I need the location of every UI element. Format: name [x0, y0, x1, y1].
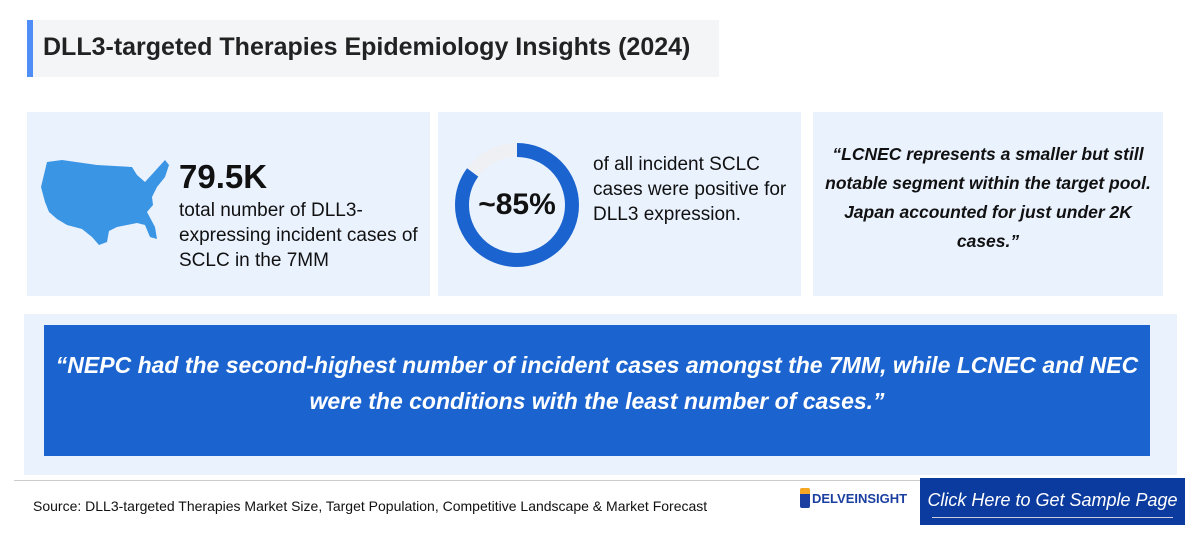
- get-sample-page-button[interactable]: Click Here to Get Sample Page: [920, 478, 1185, 525]
- nepc-quote: “NEPC had the second-highest number of i…: [55, 352, 1139, 414]
- percent-ring: [455, 143, 579, 267]
- source-text: Source: DLL3-targeted Therapies Market S…: [33, 498, 708, 514]
- stat-card-total-cases: 79.5K total number of DLL3-expressing in…: [27, 112, 430, 296]
- footer-divider: [14, 480, 920, 481]
- total-cases-description: total number of DLL3-expressing incident…: [179, 200, 418, 271]
- quote-card-lcnec: “LCNEC represents a smaller but still no…: [813, 112, 1163, 296]
- banner-quote-box: “NEPC had the second-highest number of i…: [44, 325, 1150, 456]
- ring-fill: [455, 143, 579, 267]
- percent-label: ~85%: [478, 188, 556, 221]
- logo-mark-icon: [800, 488, 810, 508]
- delveinsight-logo[interactable]: DELVEINSIGHT: [800, 488, 907, 508]
- percent-description: of all incident SCLC cases were positive…: [593, 154, 787, 225]
- stat-card-dll3-positive: ~85% of all incident SCLC cases were pos…: [438, 112, 801, 296]
- logo-text: DELVEINSIGHT: [812, 490, 908, 506]
- cta-label: Click Here to Get Sample Page: [927, 490, 1178, 510]
- total-cases-value: 79.5K: [179, 158, 268, 195]
- lcnec-quote: “LCNEC represents a smaller but still no…: [825, 144, 1151, 251]
- usa-map-icon: [41, 160, 169, 245]
- cta-underline: [932, 517, 1173, 518]
- page-title: DLL3-targeted Therapies Epidemiology Ins…: [43, 33, 691, 61]
- title-box: DLL3-targeted Therapies Epidemiology Ins…: [27, 20, 719, 77]
